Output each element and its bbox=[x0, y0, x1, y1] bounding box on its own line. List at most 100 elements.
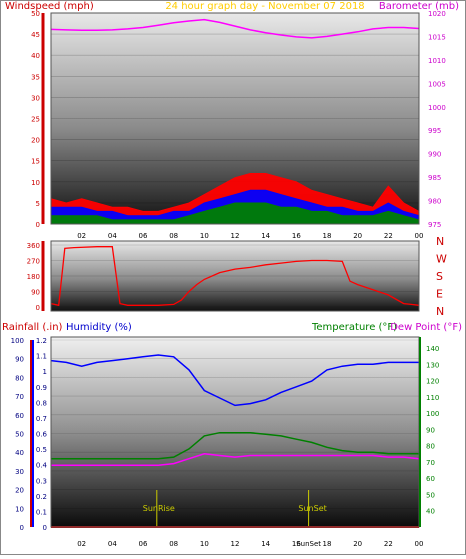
temperature-tick-label: 100 bbox=[426, 410, 439, 418]
x-tick-label: 00 bbox=[415, 540, 424, 548]
rain-tick-label: 0.9 bbox=[36, 384, 47, 392]
temperature-tick-label: 70 bbox=[426, 459, 435, 467]
barometer-tick-label: 1000 bbox=[428, 104, 446, 112]
panel2-border bbox=[50, 240, 420, 312]
panel1-series bbox=[50, 18, 420, 225]
panel3-humidity-axis: 0 10 20 30 40 50 60 70 80 90 100 bbox=[11, 337, 24, 532]
barometer-tick-label: 990 bbox=[428, 151, 441, 159]
sunset-axis-label: SunSet bbox=[296, 540, 321, 548]
panel1-right-axis: 975 980 985 990 995 1000 1005 1010 1015 1020 bbox=[428, 10, 446, 229]
windspeed-title: Windspeed (mph) bbox=[5, 1, 94, 12]
compass-label: S bbox=[436, 270, 443, 283]
temperature-tick-label: 50 bbox=[426, 491, 435, 499]
temperature-tick-label: 40 bbox=[426, 508, 435, 516]
sunset-label: SunSet bbox=[298, 504, 326, 513]
panel1-border bbox=[50, 12, 420, 225]
wind-direction-line bbox=[50, 246, 420, 307]
barometer-tick-label: 1020 bbox=[428, 10, 446, 18]
rain-tick-label: 0.8 bbox=[36, 399, 47, 407]
barometer-tick-label: 980 bbox=[428, 198, 441, 206]
temperature-tick-label: 140 bbox=[426, 345, 439, 353]
barometer-tick-label: 1005 bbox=[428, 80, 446, 88]
rainfall-title: Rainfall (.in) bbox=[2, 322, 63, 333]
humidity-tick-label: 90 bbox=[15, 356, 24, 364]
humidity-tick-label: 0 bbox=[20, 524, 24, 532]
x-tick-label: 18 bbox=[323, 540, 332, 548]
rain-tick-label: 0.7 bbox=[36, 415, 47, 423]
compass-label: E bbox=[436, 288, 443, 301]
windspeed-tick-label: 30 bbox=[31, 94, 40, 102]
x-tick-label: 14 bbox=[261, 540, 270, 548]
windspeed-tick-label: 0 bbox=[36, 221, 40, 229]
temperature-tick-label: 80 bbox=[426, 443, 435, 451]
rain-tick-label: 1.1 bbox=[36, 353, 47, 361]
panel2-background bbox=[51, 241, 419, 311]
direction-tick-label: 0 bbox=[36, 304, 40, 312]
direction-tick-label: 360 bbox=[27, 242, 40, 250]
panel2-left-axis: 0 90 180 270 360 bbox=[27, 242, 40, 312]
humidity-tick-label: 70 bbox=[15, 393, 24, 401]
rain-tick-label: 1 bbox=[43, 368, 47, 376]
barometer-tick-label: 995 bbox=[428, 127, 441, 135]
dewpoint-line bbox=[51, 453, 420, 466]
temperature-line bbox=[51, 431, 419, 460]
windspeed-tick-label: 20 bbox=[31, 137, 40, 145]
compass-label: W bbox=[436, 253, 447, 266]
compass-label: N bbox=[436, 235, 444, 248]
x-tick-label: 22 bbox=[384, 232, 393, 240]
humidity-line bbox=[50, 354, 419, 407]
rain-tick-label: 0 bbox=[43, 524, 47, 532]
barometer-line bbox=[50, 18, 420, 39]
humidity-tick-label: 50 bbox=[15, 431, 24, 439]
humidity-tick-label: 80 bbox=[15, 374, 24, 382]
x-tick-label: 20 bbox=[353, 540, 362, 548]
windspeed-tick-label: 50 bbox=[31, 10, 40, 18]
barometer-title: Barometer (mb) bbox=[379, 1, 459, 12]
x-tick-label: 18 bbox=[323, 232, 332, 240]
rain-tick-label: 0.3 bbox=[36, 477, 47, 485]
x-tick-label: 16 bbox=[292, 232, 301, 240]
barometer-tick-label: 1010 bbox=[428, 57, 446, 65]
windspeed-tick-label: 5 bbox=[36, 200, 40, 208]
x-tick-label: 06 bbox=[139, 540, 148, 548]
barometer-tick-label: 975 bbox=[428, 221, 441, 229]
x-tick-label: 00 bbox=[415, 232, 424, 240]
x-tick-label: 16 bbox=[292, 540, 301, 548]
dewpoint-title: Dew Point (°F) bbox=[390, 322, 462, 333]
windspeed-tick-label: 45 bbox=[31, 31, 40, 39]
humidity-title: Humidity (%) bbox=[66, 322, 132, 333]
humidity-tick-label: 10 bbox=[15, 505, 24, 513]
panel3-sun-markers: SunRise SunSet bbox=[143, 490, 327, 527]
humidity-tick-label: 60 bbox=[15, 412, 24, 420]
wind-series-area bbox=[50, 202, 420, 225]
panel1-left-axis: 0 5 10 15 20 25 30 35 40 45 50 bbox=[31, 10, 40, 229]
x-tick-label: 12 bbox=[231, 232, 240, 240]
temperature-tick-label: 120 bbox=[426, 378, 439, 386]
x-tick-label: 02 bbox=[77, 232, 86, 240]
humidity-tick-label: 30 bbox=[15, 468, 24, 476]
rain-tick-label: 0.4 bbox=[36, 462, 48, 470]
rain-tick-label: 0.5 bbox=[36, 446, 47, 454]
humidity-tick-label: 100 bbox=[11, 337, 24, 345]
panel2-grid bbox=[51, 244, 419, 308]
windspeed-tick-label: 10 bbox=[31, 179, 40, 187]
rain-tick-label: 0.2 bbox=[36, 493, 47, 501]
panel1-x-axis: 02 04 06 08 10 12 14 16 18 20 22 00 bbox=[77, 232, 423, 240]
x-tick-label: 12 bbox=[231, 540, 240, 548]
x-tick-label: 02 bbox=[77, 540, 86, 548]
x-tick-label: 10 bbox=[200, 232, 209, 240]
panel2-series bbox=[50, 246, 420, 307]
temperature-tick-label: 90 bbox=[426, 426, 435, 434]
humidity-tick-label: 20 bbox=[15, 487, 24, 495]
panel3-temperature-axis: 40 50 60 70 80 90 100 110 120 130 140 bbox=[426, 345, 439, 516]
x-tick-label: 08 bbox=[169, 232, 178, 240]
x-tick-label: 08 bbox=[169, 540, 178, 548]
x-tick-label: 04 bbox=[108, 540, 117, 548]
direction-tick-label: 90 bbox=[31, 289, 40, 297]
chart-title: 24 hour graph day - November 07 2018 bbox=[165, 1, 364, 12]
rain-tick-label: 1.2 bbox=[36, 337, 47, 345]
windspeed-tick-label: 40 bbox=[31, 52, 40, 60]
direction-tick-label: 270 bbox=[27, 258, 40, 266]
